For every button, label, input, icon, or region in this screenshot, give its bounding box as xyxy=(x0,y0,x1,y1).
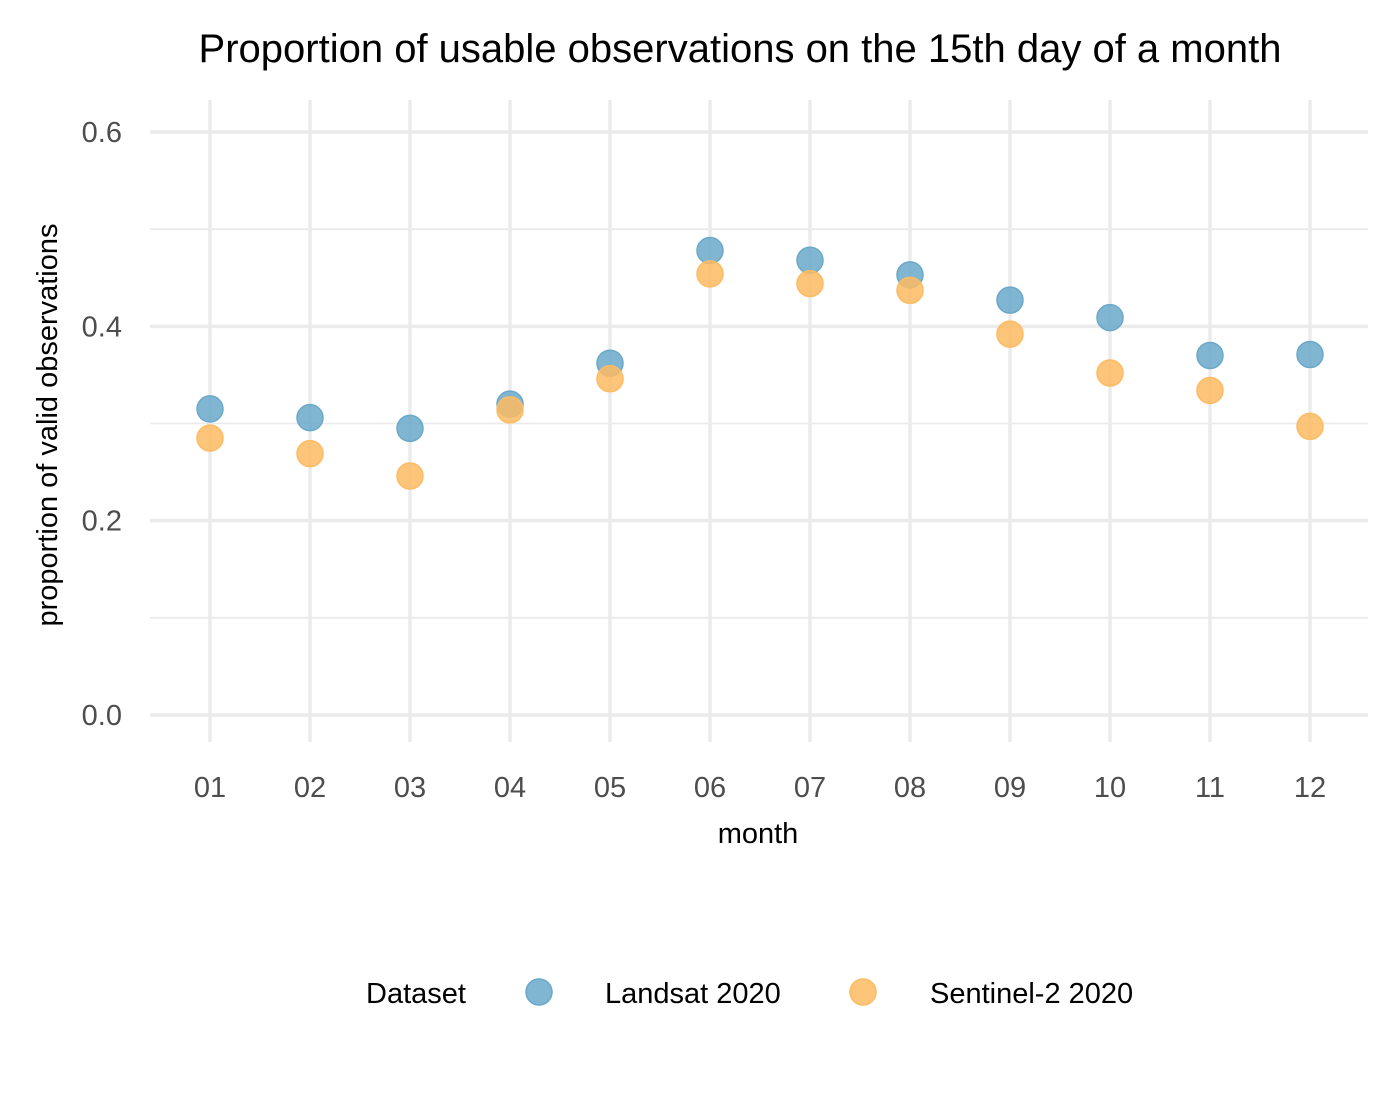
x-tick-label: 04 xyxy=(494,772,526,804)
x-tick-label: 02 xyxy=(294,772,326,804)
legend-label: Sentinel-2 2020 xyxy=(930,978,1133,1010)
data-point xyxy=(1096,303,1124,332)
y-tick-label: 0.4 xyxy=(82,311,122,343)
series-landsat-2020 xyxy=(196,236,1324,443)
y-tick-label: 0.6 xyxy=(82,117,122,149)
data-point xyxy=(896,276,924,305)
data-point xyxy=(1196,341,1224,370)
data-point xyxy=(796,269,824,298)
data-point xyxy=(396,462,424,490)
data-point xyxy=(696,260,724,288)
grid xyxy=(150,100,1368,742)
legend-title: Dataset xyxy=(366,978,466,1010)
y-tick-labels: 0.0 0.2 0.4 0.6 xyxy=(82,117,122,732)
data-point xyxy=(496,396,524,424)
legend-label: Landsat 2020 xyxy=(605,978,781,1010)
data-point xyxy=(1196,376,1224,405)
data-point xyxy=(596,365,624,393)
legend-key xyxy=(849,978,877,1006)
y-tick-label: 0.2 xyxy=(82,506,122,538)
x-tick-label: 07 xyxy=(794,772,826,804)
data-point xyxy=(296,403,324,432)
y-axis-title: proportion of valid observations xyxy=(32,223,64,626)
data-point xyxy=(296,439,324,468)
data-point xyxy=(196,395,224,423)
data-point xyxy=(1296,340,1324,369)
x-tick-label: 03 xyxy=(394,772,426,804)
y-tick-label: 0.0 xyxy=(82,700,122,732)
series-sentinel-2-2020 xyxy=(196,260,1324,490)
data-point xyxy=(996,286,1024,314)
data-point xyxy=(696,236,724,265)
legend-key xyxy=(525,978,553,1006)
x-tick-label: 06 xyxy=(694,772,726,804)
data-points xyxy=(196,236,1324,490)
legend: Dataset Landsat 2020 Sentinel-2 2020 xyxy=(366,978,1133,1010)
x-tick-label: 12 xyxy=(1294,772,1326,804)
x-tick-label: 11 xyxy=(1195,772,1225,804)
x-tick-label: 05 xyxy=(594,772,626,804)
data-point xyxy=(996,320,1024,348)
data-point xyxy=(1296,412,1324,441)
data-point xyxy=(196,424,224,452)
x-tick-label: 10 xyxy=(1094,772,1126,804)
x-tick-label: 08 xyxy=(894,772,926,804)
x-tick-labels: 01 02 03 04 05 06 07 08 09 10 11 12 xyxy=(194,772,1326,804)
x-axis-title: month xyxy=(718,818,799,850)
chart-title: Proportion of usable observations on the… xyxy=(199,27,1282,71)
data-point xyxy=(1096,359,1124,387)
data-point xyxy=(396,414,424,443)
x-tick-label: 09 xyxy=(994,772,1026,804)
x-tick-label: 01 xyxy=(194,772,226,804)
data-point xyxy=(796,246,824,275)
